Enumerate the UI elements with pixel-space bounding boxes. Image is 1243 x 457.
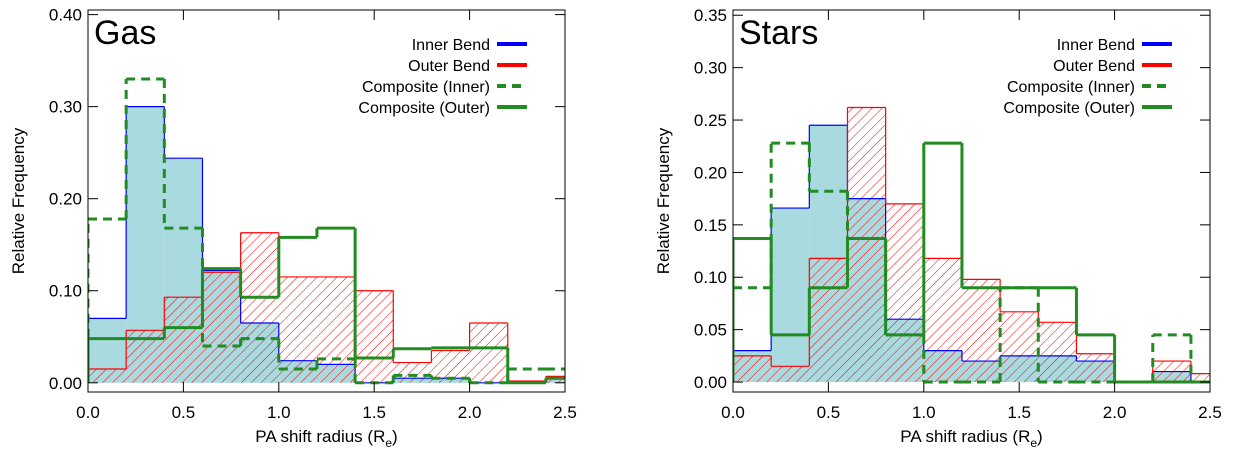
y-tick-label: 0.40 — [49, 6, 82, 25]
bar — [885, 203, 924, 383]
y-tick-label: 0.25 — [694, 111, 727, 130]
chart-title: Gas — [94, 14, 156, 52]
x-axis-label: PA shift radius (Re) — [900, 427, 1042, 450]
legend: Inner Bend Outer Bend Composite (Inner) Com… — [358, 37, 527, 117]
x-tick-label: 2.0 — [1103, 403, 1127, 422]
bar — [240, 232, 279, 383]
y-tick-label: 0.30 — [49, 98, 82, 117]
bar — [278, 276, 317, 383]
y-tick-label: 0.10 — [694, 268, 727, 287]
y-tick-label: 0.35 — [694, 6, 727, 25]
bar — [1190, 373, 1210, 383]
legend-label: Composite (Outer) — [358, 100, 490, 117]
bar — [316, 276, 356, 383]
legend-label: Composite (Outer) — [1003, 100, 1135, 117]
bar — [847, 107, 886, 383]
x-axis-label-sub: e — [1030, 436, 1037, 450]
x-axis-label-part: ) — [392, 427, 398, 446]
x-axis-label-part: ) — [1037, 427, 1043, 446]
bar — [923, 258, 962, 383]
x-tick-label: 1.5 — [1007, 403, 1031, 422]
chart-title: Stars — [739, 14, 818, 52]
bar — [355, 290, 394, 383]
y-tick-label: 0.05 — [694, 321, 727, 340]
bar — [1076, 353, 1115, 383]
bar — [1000, 311, 1039, 383]
plot-area — [733, 106, 1210, 384]
x-tick-label: 1.0 — [267, 403, 291, 422]
legend-label: Composite (Inner) — [362, 79, 490, 96]
x-tick-label: 2.5 — [1198, 403, 1222, 422]
bar — [393, 362, 432, 383]
y-tick-label: 0.00 — [49, 374, 82, 393]
x-axis-label-part: PA shift radius (R — [255, 427, 385, 446]
x-tick-label: 1.5 — [362, 403, 386, 422]
bar — [88, 368, 127, 383]
y-axis-label: Relative Frequency — [654, 127, 673, 274]
y-tick-label: 0.15 — [694, 216, 727, 235]
panel: 0.0 0.5 1.0 1.5 2.0 2.5 0.00 0.10 0.20 0.30 0.40 Ga… — [9, 6, 577, 450]
legend-label: Inner Bend — [1057, 37, 1135, 54]
x-tick-label: 2.5 — [553, 403, 577, 422]
legend-label: Outer Bend — [1053, 58, 1135, 75]
y-tick-label: 0.10 — [49, 282, 82, 301]
x-tick-label: 1.0 — [912, 403, 936, 422]
y-tick-label: 0.00 — [694, 373, 727, 392]
x-tick-label: 0.5 — [172, 403, 196, 422]
bar — [164, 297, 203, 383]
bar — [809, 258, 848, 383]
panel: 0.0 0.5 1.0 1.5 2.0 2.5 0.00 0.05 0.10 0.15 0.20 0.… — [654, 6, 1222, 450]
bar — [202, 272, 241, 383]
x-axis-label-part: PA shift radius (R — [900, 427, 1030, 446]
y-axis-label: Relative Frequency — [9, 127, 28, 274]
legend-label: Outer Bend — [408, 58, 490, 75]
bar — [961, 279, 1001, 383]
y-tick-label: 0.20 — [694, 163, 727, 182]
bar — [733, 355, 772, 383]
bar — [771, 366, 810, 383]
legend: Inner Bend Outer Bend Composite (Inner) Com… — [1003, 37, 1172, 117]
x-tick-label: 0.5 — [817, 403, 841, 422]
x-tick-label: 0.0 — [76, 403, 100, 422]
x-axis-label-sub: e — [385, 436, 392, 450]
x-tick-label: 2.0 — [458, 403, 482, 422]
x-axis-label: PA shift radius (Re) — [255, 427, 397, 450]
y-tick-label: 0.20 — [49, 190, 82, 209]
bar — [1038, 322, 1077, 383]
legend-label: Composite (Inner) — [1007, 79, 1135, 96]
plot-frame — [732, 9, 1211, 393]
bar — [771, 208, 810, 383]
x-tick-label: 0.0 — [721, 403, 745, 422]
bar — [469, 322, 508, 383]
legend-label: Inner Bend — [412, 37, 490, 54]
plot-area — [88, 77, 565, 385]
y-tick-label: 0.30 — [694, 59, 727, 78]
plot-frame — [87, 9, 566, 393]
